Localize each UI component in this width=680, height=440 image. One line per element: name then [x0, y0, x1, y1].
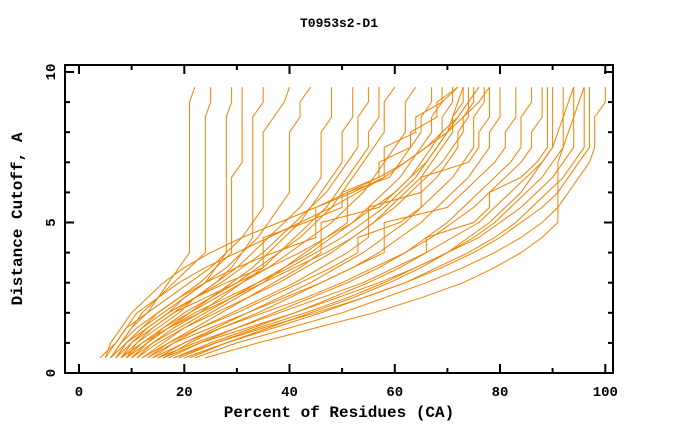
gdt-curve — [147, 87, 517, 359]
x-tick-label: 0 — [75, 385, 83, 401]
gdt-curve — [205, 86, 585, 359]
gdt-curve — [173, 87, 548, 359]
gdt-curve — [163, 87, 575, 359]
gdt-curve — [173, 87, 590, 359]
x-tick-label: 60 — [386, 385, 403, 401]
x-tick-label: 40 — [281, 385, 298, 401]
gdt-curve — [110, 86, 312, 359]
gdt-curve — [99, 87, 212, 359]
gdt-curve — [115, 86, 459, 359]
gdt-curve — [104, 86, 290, 359]
gdt-curve — [120, 86, 459, 359]
gdt-curve — [152, 87, 469, 359]
x-tick-label: 100 — [593, 385, 618, 401]
axis-ticks-group — [65, 65, 613, 374]
plot-frame — [64, 64, 614, 374]
x-tick-label: 20 — [176, 385, 193, 401]
y-tick-label: 5 — [44, 218, 60, 226]
gdt-curve — [168, 87, 533, 359]
gdt-curve — [178, 87, 564, 359]
y-tick-label: 10 — [44, 64, 60, 81]
gdt-curve — [152, 87, 543, 359]
gdt-curve — [126, 87, 354, 359]
gdt-curve — [141, 87, 490, 359]
x-axis-label: Percent of Residues (CA) — [224, 404, 454, 422]
gdt-curve — [141, 87, 433, 359]
y-axis-label: Distance Cutoff, A — [9, 132, 27, 305]
y-tick-label: 0 — [44, 369, 60, 377]
gdt-curve — [194, 87, 606, 359]
gdt-curve — [120, 87, 475, 359]
gdt-curve — [157, 87, 554, 359]
gdt-curve — [104, 86, 490, 359]
gdt-curve — [126, 86, 417, 359]
gdt-curve — [189, 86, 575, 359]
tick-labels-group: 0 20 40 60 80 100 0 5 10 — [44, 64, 618, 401]
x-tick-label: 80 — [492, 385, 509, 401]
chart-title: T0953s2-D1 — [300, 16, 378, 31]
gdt-curve — [162, 87, 501, 359]
gdt-curves-group — [99, 86, 606, 359]
gdt-curve — [184, 87, 585, 359]
gdt-curve — [110, 86, 480, 359]
